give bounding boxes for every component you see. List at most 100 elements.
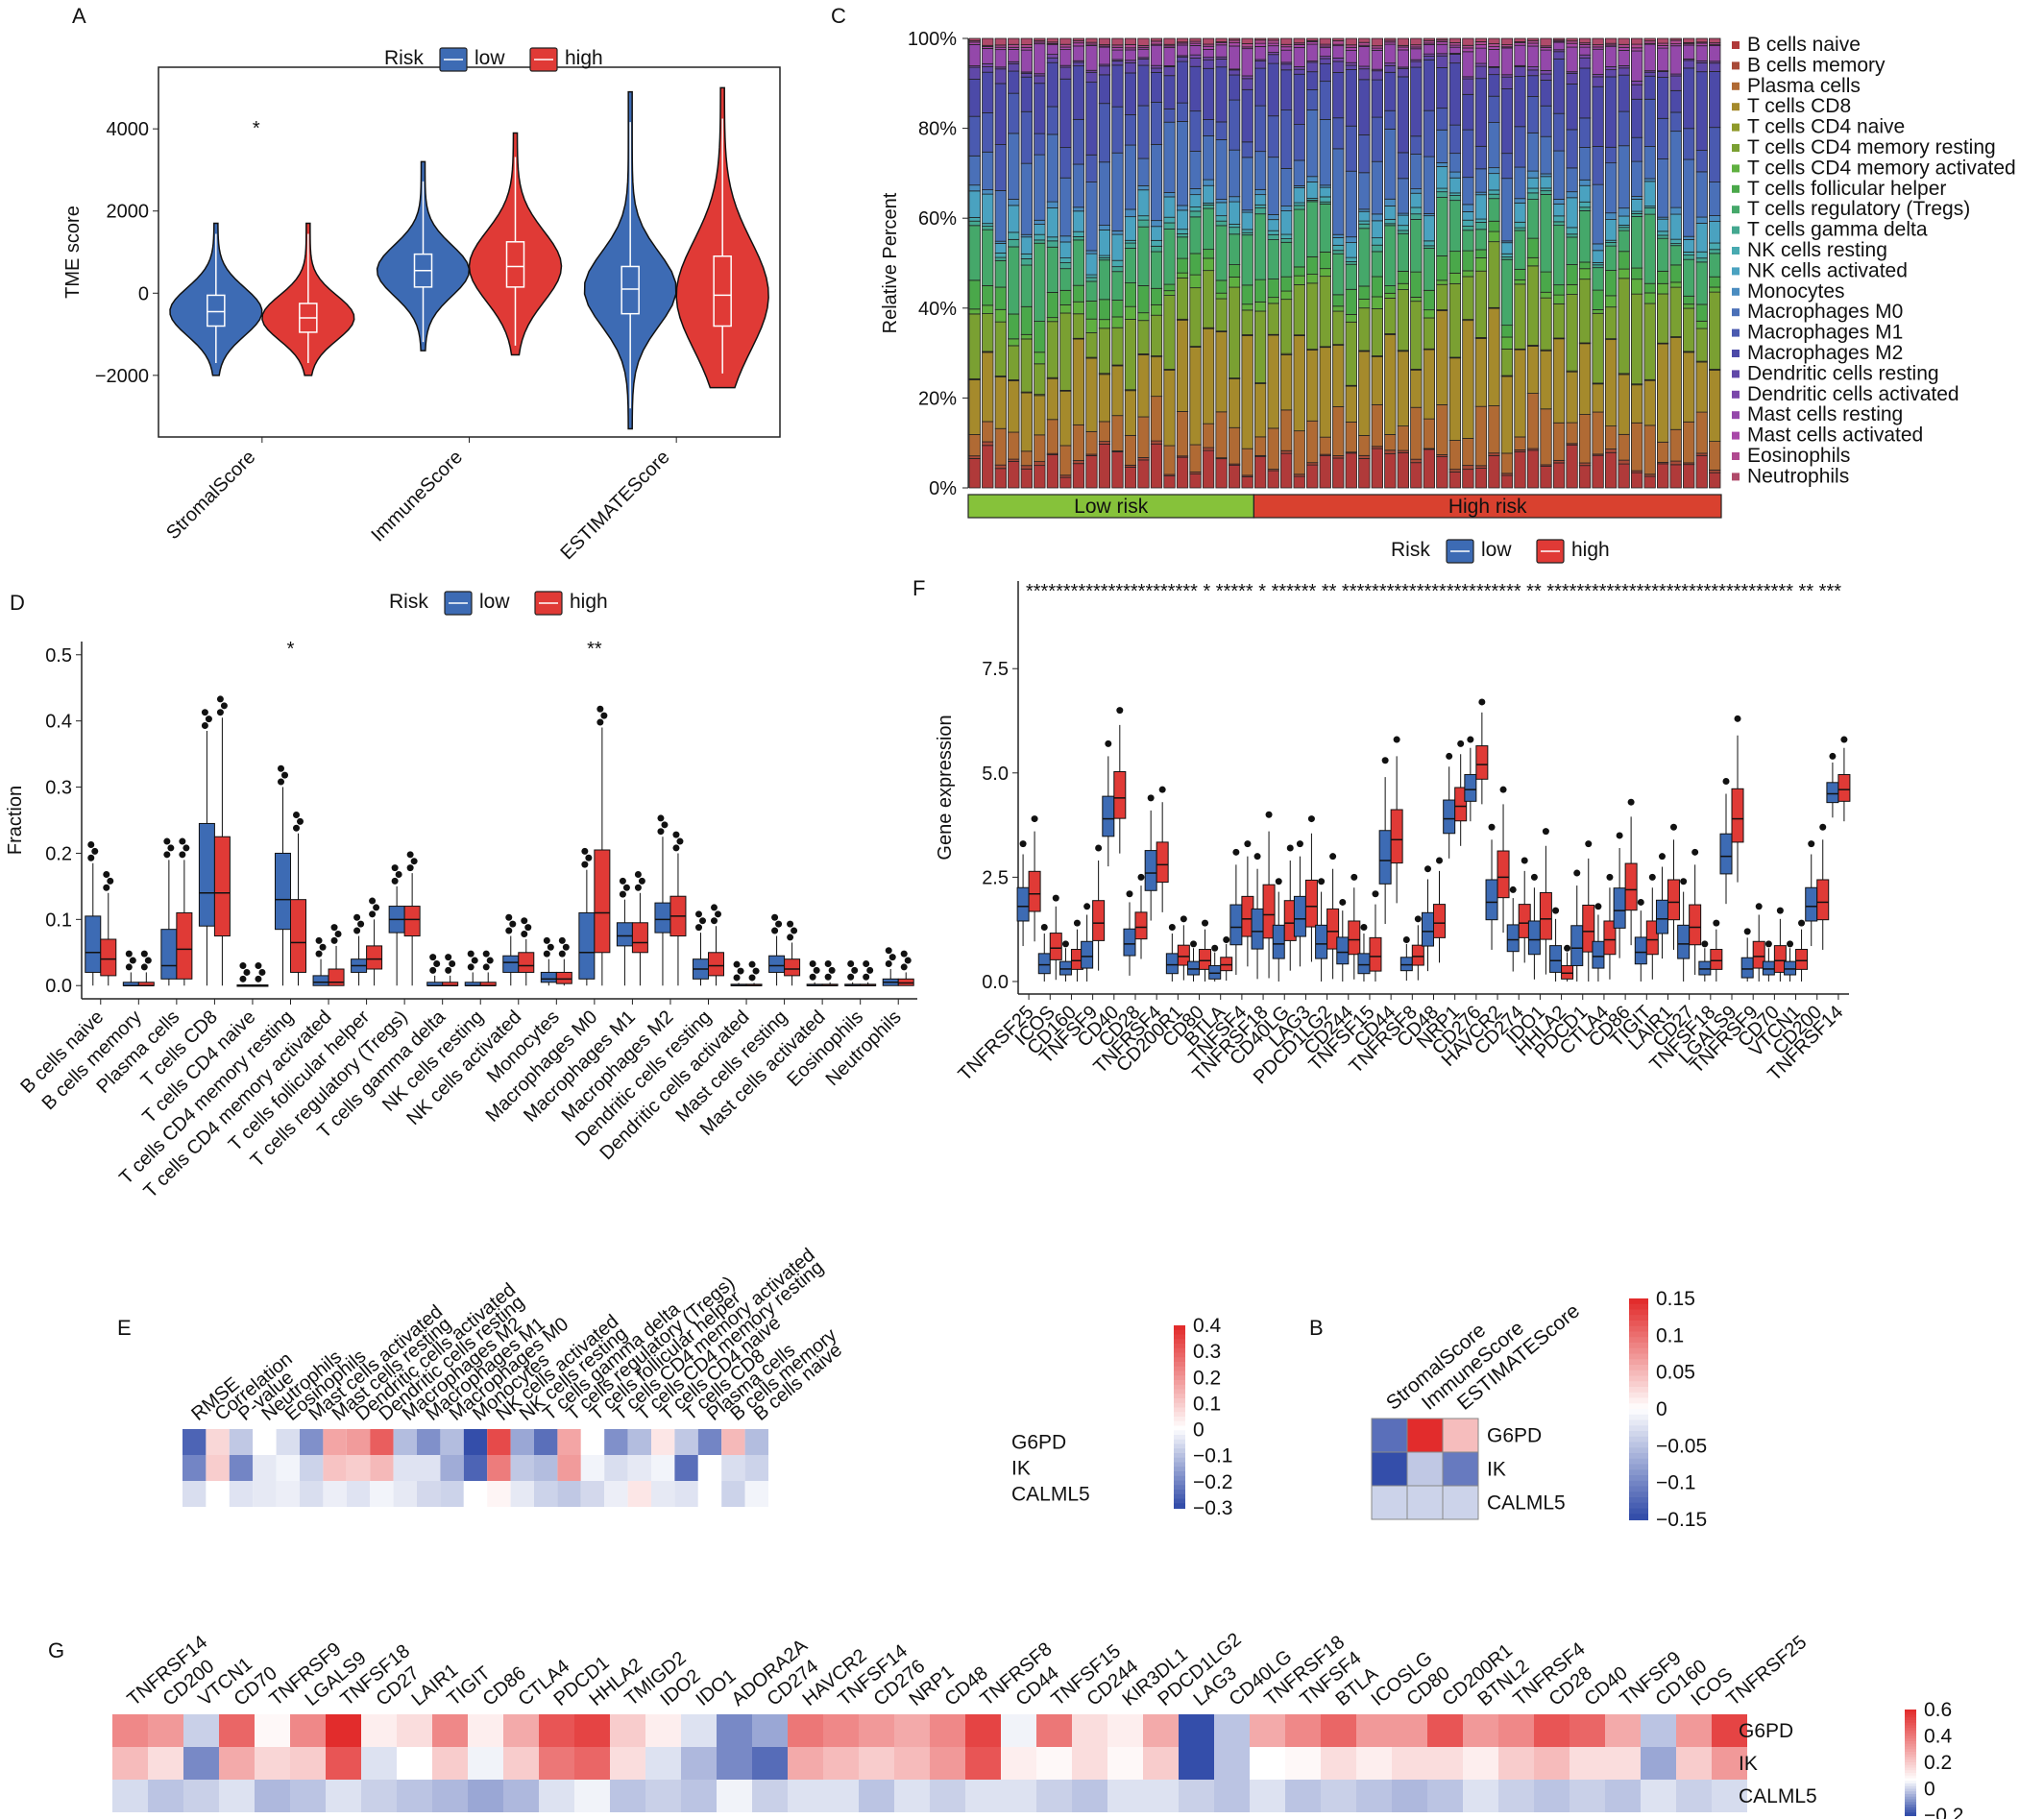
box-low-cd40 [1102, 795, 1115, 837]
heatmap-cell [717, 1747, 752, 1780]
stack-segment [1384, 64, 1397, 73]
heatmap-cell [651, 1429, 675, 1455]
stack-segment [1345, 170, 1357, 238]
box-high-vtcn1 [1795, 949, 1809, 970]
stack-segment [968, 44, 981, 66]
legend-gradient-step [1174, 1402, 1185, 1409]
stack-segment [1241, 284, 1253, 305]
stack-segment [1332, 253, 1345, 296]
legend-gradient-step [1905, 1759, 1916, 1763]
outlier-point [129, 957, 136, 964]
y-axis-title: TME score [62, 206, 84, 299]
column-label-ido1: IDO1 [693, 1665, 741, 1710]
stack-segment [1046, 201, 1059, 208]
stack-segment [1345, 313, 1357, 323]
outlier-point [1116, 707, 1124, 715]
stack-segment [994, 468, 1007, 489]
stack-segment [1202, 447, 1215, 451]
heatmap-cell [894, 1714, 930, 1747]
stack-segment [1474, 270, 1488, 338]
stack-segment [1657, 270, 1669, 284]
stack-segment [1202, 67, 1215, 120]
outlier-point [711, 904, 718, 911]
stack-segment [994, 308, 1007, 323]
stack-segment [1566, 227, 1578, 235]
y-tick-label: 2.5 [982, 867, 1009, 888]
stack-segment [1008, 205, 1020, 233]
outlier-point [733, 960, 741, 968]
outlier-point [771, 927, 779, 934]
stack-segment [1293, 266, 1305, 277]
outlier-point [167, 844, 175, 852]
stack-segment [1306, 43, 1319, 61]
stack-segment [1345, 50, 1357, 63]
stack-segment [982, 193, 994, 225]
outlier-point [239, 975, 247, 982]
stack-segment [1604, 339, 1618, 426]
stack-segment [1059, 78, 1072, 149]
stack-segment [1618, 227, 1630, 231]
stack-segment [1319, 186, 1331, 198]
stack-segment [1578, 414, 1592, 464]
stack-segment [1202, 184, 1215, 204]
box-high-cd276 [1475, 745, 1489, 780]
heatmap-cell [503, 1747, 539, 1780]
heatmap-cell [468, 1714, 503, 1747]
stack-segment [1514, 65, 1526, 77]
stack-segment [1578, 343, 1592, 415]
box-high-cd27 [1689, 904, 1702, 946]
heatmap-cell [510, 1481, 534, 1507]
legend-swatch [1732, 267, 1740, 276]
outlier-point [715, 910, 721, 918]
stack-segment [1436, 197, 1448, 256]
legend-label-t-cells-cd4-naive: T cells CD4 naive [1747, 116, 1905, 138]
stack-segment [1202, 327, 1215, 424]
stack-segment [1176, 37, 1189, 43]
outlier-point [904, 957, 912, 964]
stack-segment [1643, 181, 1656, 207]
legend-gradient-step [1174, 1453, 1185, 1459]
stack-segment [1098, 37, 1111, 45]
stack-segment [1072, 45, 1085, 61]
stack-segment [1319, 203, 1331, 253]
stack-segment [1695, 223, 1708, 253]
stack-segment [1540, 291, 1552, 299]
stack-segment [1514, 279, 1526, 285]
legend-gradient-step [1174, 1475, 1185, 1482]
stack-segment [994, 256, 1007, 261]
legend-gradient-step [1905, 1722, 1916, 1727]
legend-gradient-step [1174, 1503, 1185, 1509]
stack-segment [1228, 45, 1241, 70]
stack-segment [1267, 230, 1279, 235]
heatmap-cell [580, 1429, 605, 1455]
stack-segment [1436, 108, 1448, 131]
stack-segment [1397, 49, 1409, 68]
stack-segment [1098, 225, 1111, 230]
stack-segment [1345, 61, 1357, 66]
stack-segment [1059, 37, 1072, 45]
stack-segment [1371, 213, 1383, 222]
box-low-icos [1037, 953, 1051, 975]
stack-segment [1228, 426, 1241, 465]
outlier-point [524, 924, 532, 932]
stack-segment [1072, 236, 1085, 241]
stack-segment [1020, 76, 1033, 112]
legend-swatch [1732, 308, 1740, 317]
outlier-point [297, 817, 304, 825]
stack-segment [994, 376, 1007, 429]
heatmap-cell [1036, 1780, 1072, 1812]
outlier-point [521, 917, 528, 925]
stack-segment [1552, 150, 1566, 200]
heatmap-cell [965, 1780, 1001, 1812]
stack-segment [1176, 277, 1189, 320]
stack-segment [1436, 404, 1448, 455]
heatmap-cell [1534, 1747, 1570, 1780]
stack-segment [1436, 309, 1448, 405]
box-high-nrp1 [1454, 787, 1468, 822]
stack-segment [1552, 225, 1566, 286]
stack-segment [1085, 253, 1098, 276]
stack-segment [1540, 194, 1552, 273]
stack-segment [1253, 42, 1267, 47]
box-low-cd274 [1506, 924, 1520, 953]
stack-segment [1034, 154, 1046, 221]
